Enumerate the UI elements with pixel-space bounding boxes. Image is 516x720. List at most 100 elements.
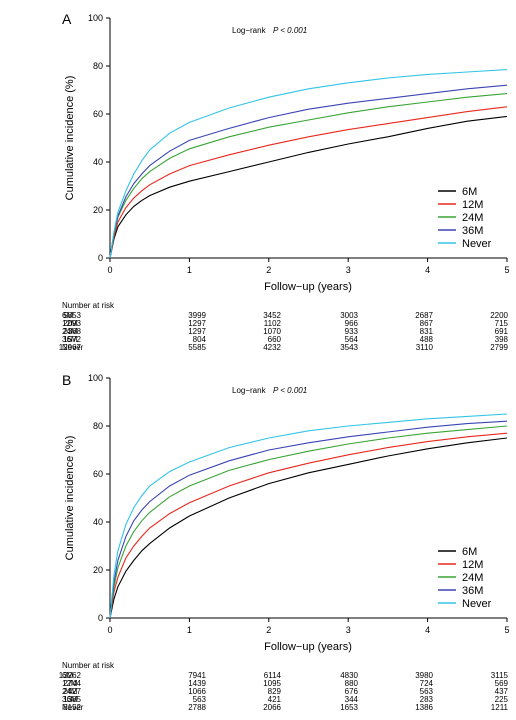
legend-label: 6M: [462, 546, 477, 558]
logrank-label: Log−rank: [232, 386, 267, 395]
logrank-label: Log−rank: [232, 26, 267, 35]
series-line-36m: [109, 84, 508, 259]
legend-label: 12M: [462, 199, 483, 211]
y-tick-label: 100: [88, 373, 103, 383]
series-group: [109, 69, 508, 259]
series-line-24m: [109, 425, 508, 619]
series-line-6m: [109, 115, 508, 259]
y-tick-label: 20: [93, 205, 103, 215]
y-axis-title: Cumulative incidence (%): [64, 436, 76, 561]
logrank-p-value: P < 0.001: [273, 26, 307, 35]
panel-letter: B: [62, 372, 71, 388]
series-line-12m: [109, 106, 508, 259]
risk-cell: 715: [495, 319, 509, 328]
risk-cell: 344: [345, 695, 359, 704]
risk-cell: 831: [420, 327, 434, 336]
x-axis-title: Follow−up (years): [264, 641, 352, 653]
risk-cell: 8152: [63, 703, 81, 712]
y-tick-label: 40: [93, 157, 103, 167]
risk-cell: 4232: [263, 343, 281, 352]
legend-label: Never: [462, 598, 492, 610]
risk-row-label: 24M: [62, 687, 78, 696]
logrank-p-value: P < 0.001: [273, 386, 307, 395]
risk-row-label: 12M: [62, 319, 78, 328]
legend-label: 6M: [462, 186, 477, 198]
risk-cell: 421: [268, 695, 282, 704]
axes: 0 20 40 60 80 100 0 1 2 3 4 5: [88, 373, 510, 635]
legend-label: 24M: [462, 212, 483, 224]
risk-cell: 1070: [263, 327, 281, 336]
panel-a: A Log−rank P < 0.001 Cumulative incidenc…: [59, 11, 510, 352]
risk-cell: 1095: [263, 679, 281, 688]
risk-cell: 1297: [188, 327, 206, 336]
risk-cell: 2744: [63, 679, 81, 688]
x-tick-label: 4: [425, 625, 430, 635]
risk-cell: 1653: [340, 703, 358, 712]
risk-cell: 13262: [59, 671, 82, 680]
risk-cell: 3003: [340, 311, 358, 320]
risk-cell: 676: [345, 687, 359, 696]
risk-cell: 2427: [63, 687, 81, 696]
risk-cell: 563: [193, 695, 207, 704]
series-line-never: [109, 69, 508, 259]
risk-cell: 1385: [63, 695, 81, 704]
y-tick-label: 20: [93, 565, 103, 575]
risk-row-label: 36M: [62, 695, 78, 704]
risk-cell: 12967: [59, 343, 82, 352]
series-line-never: [109, 413, 508, 619]
risk-cell: 804: [193, 335, 207, 344]
risk-cell: 2788: [188, 703, 206, 712]
risk-cell: 724: [420, 679, 434, 688]
risk-cell: 933: [345, 327, 359, 336]
x-tick-label: 5: [504, 265, 509, 275]
risk-cell: 880: [345, 679, 359, 688]
risk-row-label: Never: [62, 343, 84, 352]
risk-row-label: 36M: [62, 335, 78, 344]
x-tick-label: 3: [346, 625, 351, 635]
y-tick-label: 60: [93, 469, 103, 479]
panel-b: B Log−rank P < 0.001 Cumulative incidenc…: [59, 372, 510, 712]
y-axis-title: Cumulative incidence (%): [64, 76, 76, 201]
risk-cell: 1102: [264, 319, 282, 328]
plot-area: [110, 18, 507, 258]
x-tick-label: 1: [187, 625, 192, 635]
series-group: [109, 413, 508, 619]
risk-cell: 3110: [416, 343, 434, 352]
x-tick-label: 3: [346, 265, 351, 275]
risk-row-label: 12M: [62, 679, 78, 688]
risk-cell: 1439: [188, 679, 206, 688]
risk-cell: 225: [495, 695, 509, 704]
risk-cell: 1211: [491, 703, 509, 712]
legend-label: Never: [462, 238, 492, 250]
risk-cell: 691: [495, 327, 509, 336]
legend-label: 12M: [462, 559, 483, 571]
risk-cell: 3999: [188, 311, 206, 320]
y-tick-label: 80: [93, 61, 103, 71]
x-tick-label: 0: [107, 625, 112, 635]
risk-cell: 2799: [490, 343, 508, 352]
x-tick-label: 2: [266, 265, 271, 275]
axes: 0 20 40 60 80 100 0 1 2 3 4 5: [88, 13, 510, 275]
risk-cell: 437: [495, 687, 509, 696]
risk-cell: 5853: [63, 311, 81, 320]
risk-cell: 7941: [188, 671, 206, 680]
series-line-24m: [109, 93, 508, 259]
risk-cell: 4830: [340, 671, 358, 680]
risk-cell: 2093: [63, 319, 81, 328]
risk-table-title: Number at risk: [62, 661, 115, 670]
risk-row-label: Never: [62, 703, 84, 712]
risk-row-label: 6M: [62, 671, 73, 680]
risk-cell: 3543: [340, 343, 358, 352]
risk-cell: 2687: [415, 311, 433, 320]
risk-cell: 1297: [188, 319, 206, 328]
y-tick-label: 100: [88, 13, 103, 23]
y-tick-label: 40: [93, 517, 103, 527]
risk-cell: 398: [495, 335, 509, 344]
risk-cell: 1066: [188, 687, 206, 696]
legend-label: 24M: [462, 572, 483, 584]
risk-cell: 3115: [491, 671, 509, 680]
